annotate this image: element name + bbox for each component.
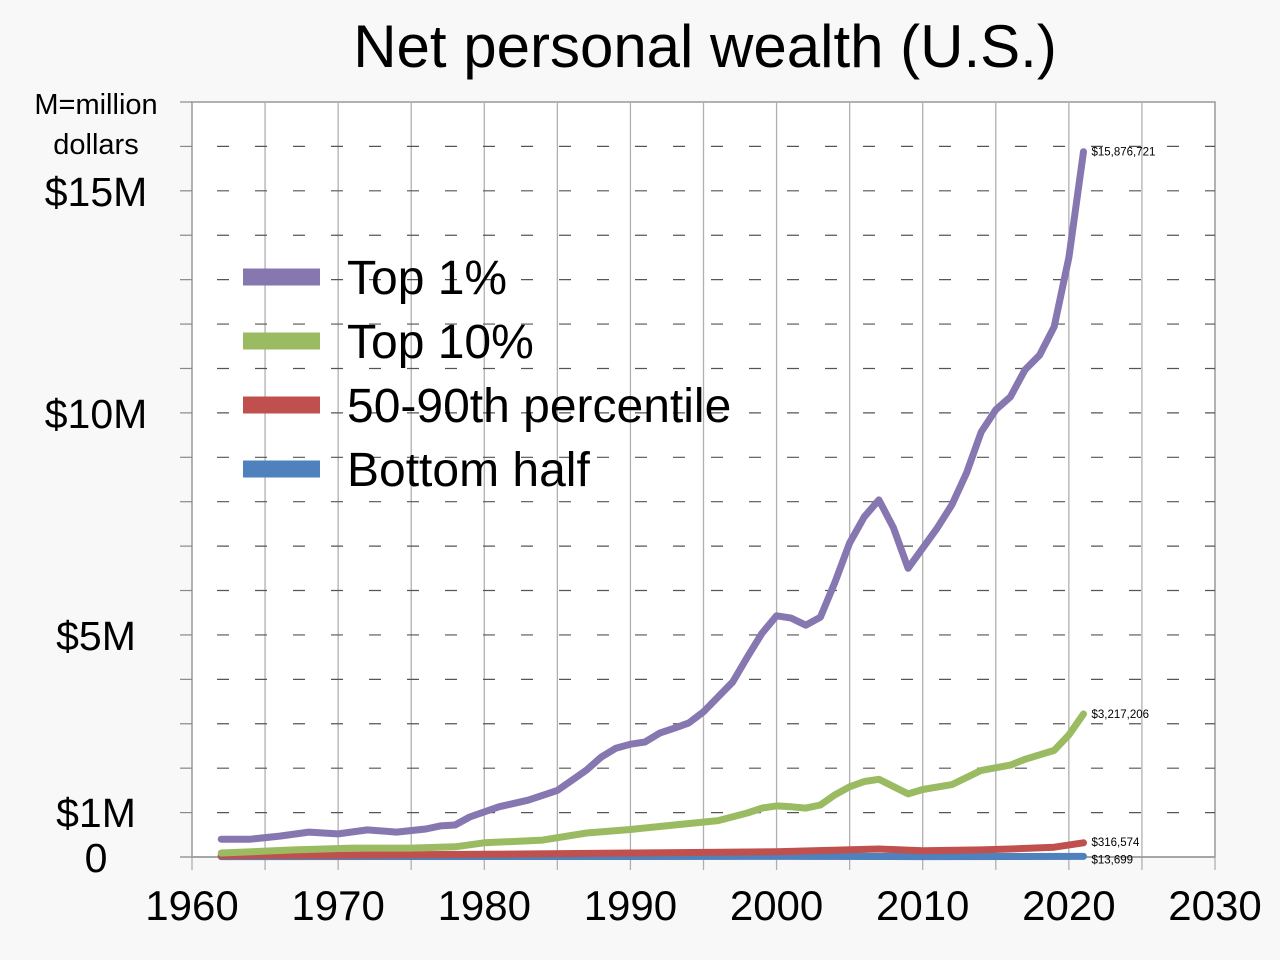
end-value-label: $316,574 bbox=[1091, 837, 1140, 849]
x-tick-label: 1960 bbox=[145, 882, 238, 929]
chart-title: Net personal wealth (U.S.) bbox=[353, 13, 1057, 80]
y-tick-label: $1M bbox=[56, 790, 136, 836]
y-tick-label: $5M bbox=[56, 613, 136, 659]
legend: Top 1% Top 10% 50-90th percentile Bottom ha… bbox=[243, 252, 731, 497]
end-value-label: $15,876,721 bbox=[1091, 147, 1155, 159]
series-line-0 bbox=[217, 148, 1087, 843]
y-tick-label: 0 bbox=[85, 835, 108, 881]
x-tick-label: 2010 bbox=[876, 882, 969, 929]
end-value-label: $3,217,206 bbox=[1091, 709, 1149, 721]
end-labels: $13,699 $316,574 $3,217,206 $15,876,721 bbox=[1091, 147, 1155, 867]
x-tick-label: 1970 bbox=[291, 882, 384, 929]
series-line-1 bbox=[217, 710, 1087, 857]
grid bbox=[180, 101, 1216, 870]
x-tick-label: 2020 bbox=[1022, 882, 1115, 929]
series-lines bbox=[217, 148, 1087, 861]
legend-label: Top 10% bbox=[347, 316, 534, 369]
x-tick-label: 2000 bbox=[730, 882, 823, 929]
series-line-2 bbox=[217, 839, 1087, 860]
end-value-label: $13,699 bbox=[1091, 854, 1133, 866]
x-tick-labels: 1960 1970 1980 1990 2000 2010 2020 2030 bbox=[145, 882, 1261, 929]
y-axis-label-line-1: M=million bbox=[34, 89, 157, 121]
legend-label: Top 1% bbox=[347, 252, 507, 305]
y-axis-label-line-2: dollars bbox=[53, 129, 138, 161]
x-tick-label: 2030 bbox=[1168, 882, 1261, 929]
y-tick-label: $15M bbox=[45, 169, 148, 215]
y-tick-label: $10M bbox=[45, 391, 148, 437]
x-tick-label: 1980 bbox=[438, 882, 531, 929]
y-tick-labels: 0$1M $5M $10M $15M bbox=[45, 169, 148, 881]
legend-label: Bottom half bbox=[347, 444, 590, 497]
x-tick-label: 1990 bbox=[584, 882, 677, 929]
legend-label: 50-90th percentile bbox=[347, 380, 731, 433]
